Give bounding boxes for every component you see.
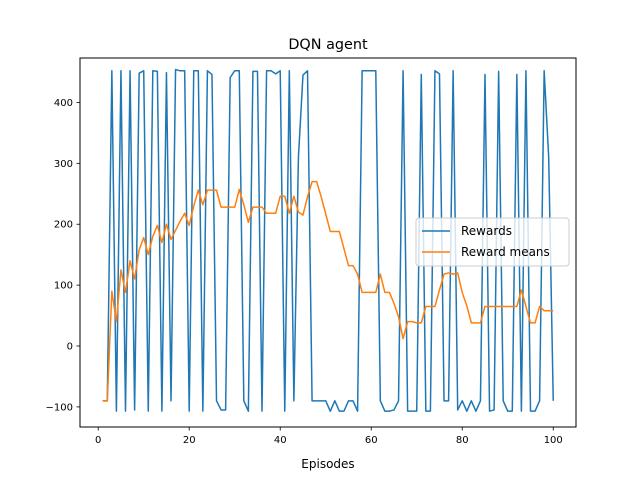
legend-label: Reward means bbox=[461, 245, 550, 259]
y-tick-label: 200 bbox=[54, 220, 73, 231]
chart-title: DQN agent bbox=[288, 37, 368, 53]
x-tick-label: 100 bbox=[544, 435, 563, 446]
legend: Rewards Reward means bbox=[415, 217, 570, 267]
y-tick-label: −100 bbox=[46, 402, 73, 413]
series-line-rewards bbox=[102, 68, 554, 412]
x-tick-label: 20 bbox=[183, 435, 196, 446]
y-tick-label: 300 bbox=[54, 159, 73, 170]
x-tick-label: 40 bbox=[274, 435, 287, 446]
y-tick-label: 400 bbox=[54, 98, 73, 109]
x-axis: 0 20 40 60 80 100 bbox=[95, 427, 563, 446]
series-line-reward-means bbox=[102, 180, 554, 402]
x-tick-label: 0 bbox=[95, 435, 101, 446]
axes-frame bbox=[79, 57, 577, 428]
y-axis: −100 0 100 200 300 400 bbox=[46, 98, 80, 413]
x-tick-label: 80 bbox=[456, 435, 469, 446]
legend-label: Rewards bbox=[461, 224, 512, 238]
legend-box bbox=[415, 217, 570, 267]
x-tick-label: 60 bbox=[365, 435, 378, 446]
y-tick-label: 0 bbox=[67, 342, 73, 353]
x-axis-label: Episodes bbox=[301, 457, 354, 471]
y-tick-label: 100 bbox=[54, 281, 73, 292]
series-layer bbox=[102, 68, 554, 412]
